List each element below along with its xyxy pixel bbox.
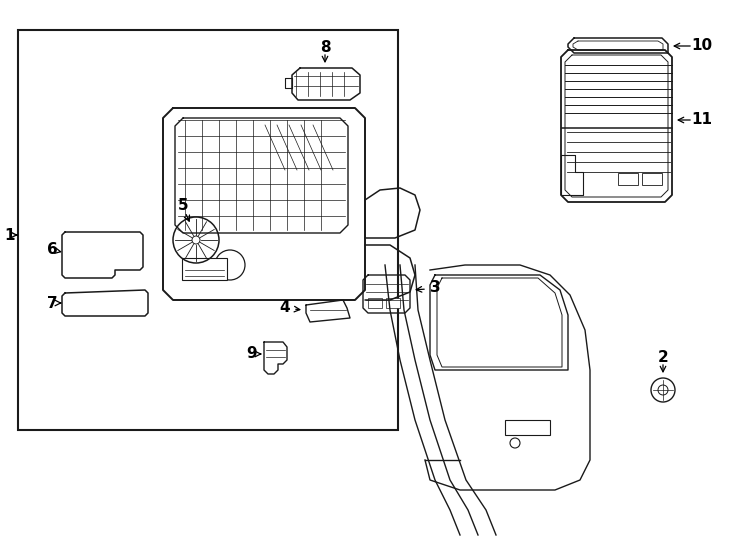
Text: 9: 9 (247, 346, 258, 361)
Text: 2: 2 (658, 350, 669, 366)
Text: 5: 5 (178, 198, 189, 213)
Text: 8: 8 (320, 40, 330, 56)
Bar (182, 258, 227, 280)
Bar (618, 173, 638, 185)
Bar (642, 173, 662, 185)
Text: 3: 3 (429, 280, 440, 295)
Bar (368, 298, 382, 308)
Text: 10: 10 (691, 38, 713, 53)
Text: 4: 4 (280, 300, 291, 315)
Bar (386, 298, 400, 308)
Text: 6: 6 (47, 242, 57, 258)
Text: 11: 11 (691, 112, 713, 127)
Text: 7: 7 (47, 295, 57, 310)
Bar (505, 420, 550, 435)
Bar (18, 30, 398, 430)
Text: 1: 1 (4, 227, 15, 242)
